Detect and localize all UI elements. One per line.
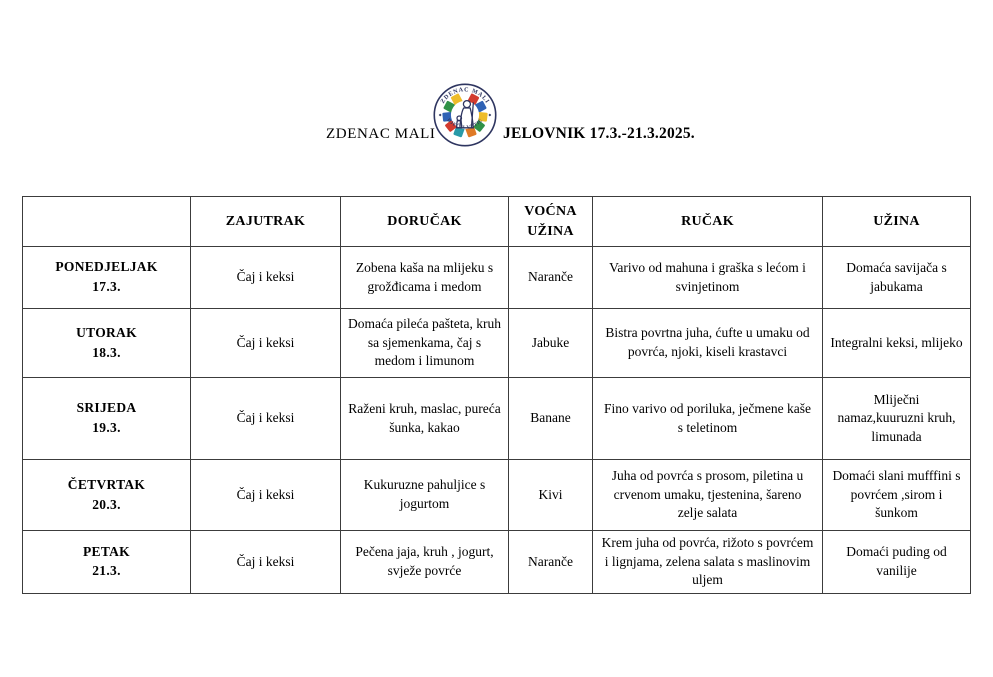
column-header-zajutrak: ZAJUTRAK: [190, 196, 341, 247]
day-name: PONEDJELJAK: [55, 259, 158, 275]
uzina-cell: Domaći puding od vanilije: [822, 530, 971, 594]
vocna-uzina-cell: Naranče: [508, 246, 593, 309]
dorucak-cell: Pečena jaja, kruh , jogurt, svježe povrć…: [340, 530, 509, 594]
column-header-uzina: UŽINA: [822, 196, 971, 247]
table-row-petak: PETAK 21.3. Čaj i keksi Pečena jaja, kru…: [22, 530, 971, 594]
column-header-day: [22, 196, 191, 247]
day-cell: PONEDJELJAK 17.3.: [22, 246, 191, 309]
table-row-srijeda: SRIJEDA 19.3. Čaj i keksi Raženi kruh, m…: [22, 377, 971, 460]
dorucak-cell: Raženi kruh, maslac, pureća šunka, kakao: [340, 377, 509, 460]
table-row-ponedjeljak: PONEDJELJAK 17.3. Čaj i keksi Zobena kaš…: [22, 246, 971, 309]
uzina-cell: Domaći slani mufffini s povrćem ,sirom i…: [822, 459, 971, 531]
kindergarten-logo-icon: ZDENAC MALI DJEČJI VRTIĆ: [433, 83, 497, 147]
day-name: ČETVRTAK: [67, 476, 146, 492]
vocna-uzina-cell: Kivi: [508, 459, 593, 531]
table-header-row: ZAJUTRAK DORUČAK VOĆNA UŽINA RUČAK UŽINA: [22, 196, 971, 247]
weekly-menu-table: ZAJUTRAK DORUČAK VOĆNA UŽINA RUČAK UŽINA…: [22, 196, 971, 594]
mother-and-child-figure-icon: [456, 99, 475, 129]
day-date: 18.3.: [92, 344, 121, 360]
uzina-cell: Integralni keksi, mlijeko: [822, 308, 971, 378]
column-header-vocna-uzina: VOĆNA UŽINA: [508, 196, 593, 247]
zajutrak-cell: Čaj i keksi: [190, 377, 341, 460]
zajutrak-cell: Čaj i keksi: [190, 459, 341, 531]
day-cell: ČETVRTAK 20.3.: [22, 459, 191, 531]
rucak-cell: Bistra povrtna juha, ćufte u umaku od po…: [592, 308, 823, 378]
rucak-cell: Fino varivo od poriluka, ječmene kaše s …: [592, 377, 823, 460]
column-header-dorucak: DORUČAK: [340, 196, 509, 247]
school-name: ZDENAC MALI: [326, 126, 436, 142]
day-date: 21.3.: [92, 563, 121, 579]
vocna-uzina-cell: Naranče: [508, 530, 593, 594]
day-name: PETAK: [82, 543, 130, 559]
table-row-cetvrtak: ČETVRTAK 20.3. Čaj i keksi Kukuruzne pah…: [22, 459, 971, 531]
dorucak-cell: Zobena kaša na mlijeku s grožđicama i me…: [340, 246, 509, 309]
day-cell: SRIJEDA 19.3.: [22, 377, 191, 460]
column-header-rucak: RUČAK: [592, 196, 823, 247]
zajutrak-cell: Čaj i keksi: [190, 246, 341, 309]
logo-badge-icon: ZDENAC MALI DJEČJI VRTIĆ: [433, 83, 497, 147]
rucak-cell: Varivo od mahuna i graška s lećom i svin…: [592, 246, 823, 309]
table-row-utorak: UTORAK 18.3. Čaj i keksi Domaća pileća p…: [22, 308, 971, 378]
dorucak-cell: Domaća pileća pašteta, kruh sa sjemenkam…: [340, 308, 509, 378]
day-date: 19.3.: [92, 420, 121, 435]
day-date: 20.3.: [92, 496, 121, 512]
day-name: UTORAK: [76, 324, 137, 340]
zajutrak-cell: Čaj i keksi: [190, 530, 341, 594]
day-name: SRIJEDA: [76, 400, 137, 416]
dorucak-cell: Kukuruzne pahuljice s jogurtom: [340, 459, 509, 531]
rucak-cell: Krem juha od povrća, rižoto s povrćem i …: [592, 530, 823, 594]
vocna-uzina-cell: Jabuke: [508, 308, 593, 378]
uzina-cell: Domaća savijača s jabukama: [822, 246, 971, 309]
day-cell: PETAK 21.3.: [22, 530, 191, 594]
rucak-cell: Juha od povrća s prosom, piletina u crve…: [592, 459, 823, 531]
zajutrak-cell: Čaj i keksi: [190, 308, 341, 378]
day-cell: UTORAK 18.3.: [22, 308, 191, 378]
uzina-cell: Mliječni namaz,kuuruzni kruh, limunada: [822, 377, 971, 460]
document-title: JELOVNIK 17.3.-21.3.2025.: [503, 125, 695, 142]
day-date: 17.3.: [92, 279, 121, 294]
vocna-uzina-cell: Banane: [508, 377, 593, 460]
